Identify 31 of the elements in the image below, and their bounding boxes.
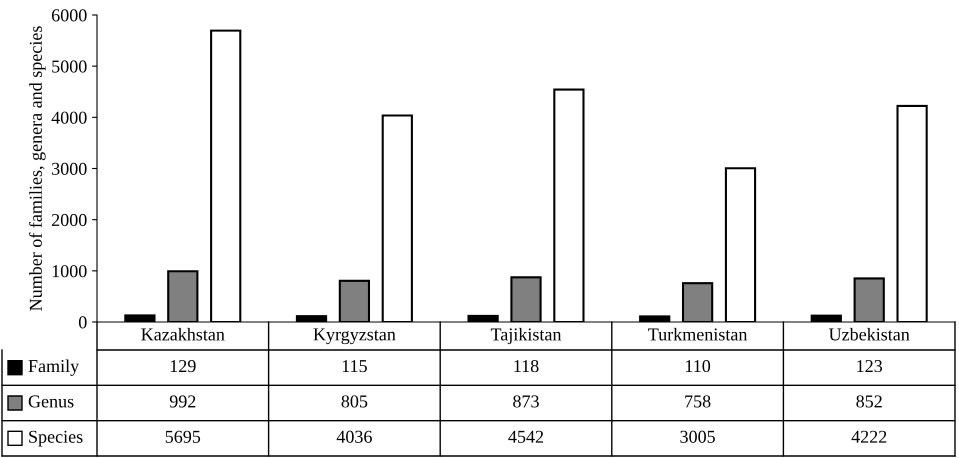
data-label: 873 (513, 395, 539, 408)
x-tick-label: Turkmenistan (648, 328, 748, 341)
data-label: 5695 (166, 430, 200, 443)
y-tick-label: 3000 (52, 162, 87, 175)
data-label: 805 (342, 395, 368, 408)
data-label: 3005 (680, 430, 715, 443)
data-label: 110 (686, 360, 710, 372)
data-label: 4542 (508, 430, 544, 443)
data-label: 758 (685, 395, 710, 408)
legend-label: Genus (28, 395, 74, 408)
y-tick-label: 6000 (52, 9, 87, 22)
data-label: 123 (857, 360, 882, 372)
legend-label: Species (29, 430, 82, 447)
data-label: 4222 (851, 430, 886, 443)
data-label: 852 (856, 395, 882, 408)
x-tick-label: Uzbekistan (828, 328, 910, 341)
x-tick-label: Kyrgyzstan (313, 328, 396, 344)
data-label: 115 (342, 360, 367, 372)
data-label: 4036 (336, 430, 372, 443)
y-tick-label: 2000 (52, 214, 87, 226)
x-tick-label: Tajikistan (490, 328, 562, 344)
legend-label: Family (28, 359, 80, 376)
y-tick-label: 5000 (52, 60, 87, 73)
y-axis-title: Number of families, genera and species (29, 26, 46, 311)
y-tick-label: 0 (78, 316, 87, 328)
data-label: 118 (514, 360, 539, 372)
data-label: 992 (170, 395, 196, 408)
x-tick-label: Kazakhstan (141, 328, 225, 341)
y-tick-label: 1000 (52, 265, 87, 278)
y-tick-label: 4000 (52, 112, 87, 124)
data-label: 129 (170, 360, 196, 372)
